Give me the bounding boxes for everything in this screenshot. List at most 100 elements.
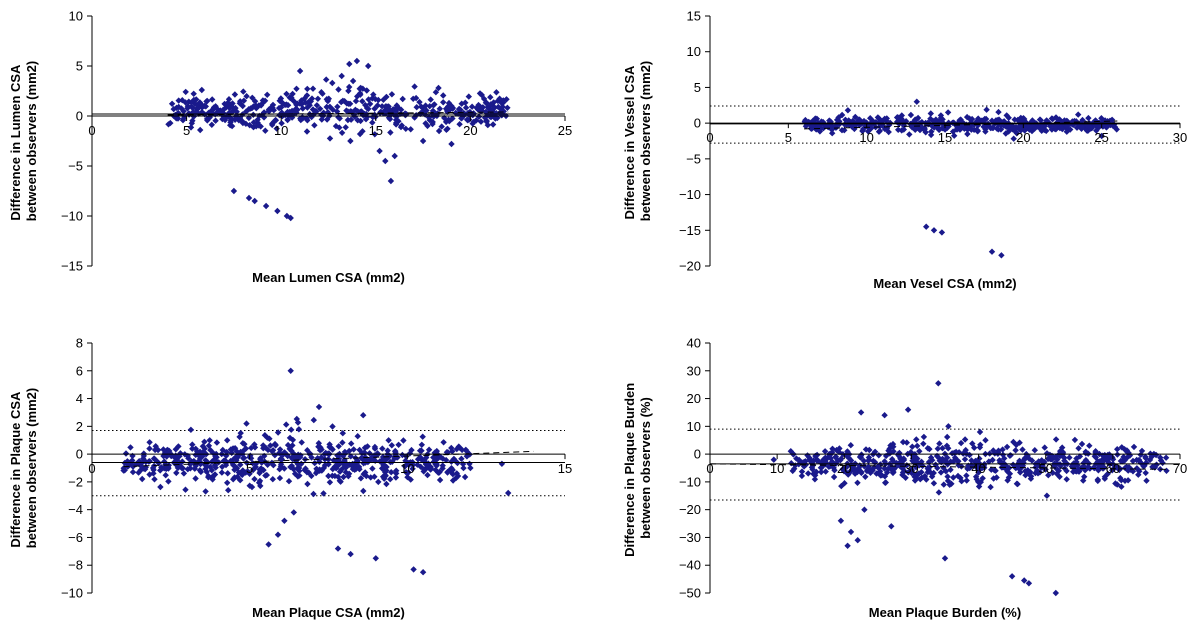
y-axis-label-line1: Difference in Vessel CSA bbox=[622, 65, 637, 220]
data-point bbox=[990, 475, 997, 482]
x-tick-label: 25 bbox=[558, 123, 572, 138]
data-point bbox=[202, 488, 209, 495]
data-point bbox=[1063, 128, 1070, 135]
data-point bbox=[903, 462, 910, 469]
data-point bbox=[436, 105, 443, 112]
data-point bbox=[340, 464, 348, 471]
data-point bbox=[1031, 447, 1038, 454]
data-point bbox=[397, 123, 405, 131]
data-point bbox=[978, 464, 986, 472]
trend-line bbox=[123, 450, 534, 468]
data-point bbox=[1022, 467, 1029, 475]
data-point bbox=[313, 108, 320, 115]
data-point bbox=[916, 448, 923, 455]
data-point bbox=[231, 462, 238, 470]
data-point bbox=[1121, 464, 1129, 472]
data-point bbox=[170, 105, 177, 113]
data-point bbox=[844, 107, 852, 114]
data-point bbox=[224, 101, 231, 109]
data-point bbox=[792, 462, 799, 469]
data-point bbox=[1052, 589, 1059, 597]
data-point bbox=[151, 476, 158, 483]
data-point bbox=[408, 446, 415, 454]
data-point bbox=[928, 473, 936, 480]
data-point bbox=[967, 124, 974, 131]
data-point bbox=[197, 460, 204, 468]
data-point bbox=[945, 445, 952, 452]
data-point bbox=[1075, 445, 1082, 452]
data-point bbox=[287, 214, 294, 222]
data-point bbox=[802, 123, 810, 130]
data-point bbox=[971, 444, 978, 451]
data-point bbox=[456, 121, 463, 128]
data-point bbox=[357, 475, 365, 482]
data-point bbox=[270, 462, 277, 469]
y-tick-label: −8 bbox=[68, 558, 83, 573]
data-point bbox=[305, 99, 313, 107]
data-point bbox=[903, 439, 910, 446]
data-point bbox=[302, 465, 309, 472]
data-point bbox=[344, 116, 352, 124]
data-point bbox=[1028, 127, 1036, 135]
data-point bbox=[277, 95, 285, 102]
data-point bbox=[283, 212, 291, 220]
data-point bbox=[338, 72, 345, 80]
data-point bbox=[129, 468, 137, 476]
data-point bbox=[313, 465, 320, 472]
data-point bbox=[274, 429, 282, 436]
data-point bbox=[493, 89, 500, 96]
data-point bbox=[152, 457, 160, 464]
data-point bbox=[443, 126, 450, 133]
data-point bbox=[813, 126, 820, 133]
data-point bbox=[387, 177, 395, 185]
data-point bbox=[468, 103, 476, 110]
data-point bbox=[932, 116, 940, 123]
data-point bbox=[301, 95, 308, 102]
data-point bbox=[346, 100, 354, 107]
data-point bbox=[476, 106, 483, 114]
data-point bbox=[927, 454, 935, 461]
y-tick-label: −2 bbox=[68, 474, 83, 489]
data-point bbox=[229, 100, 236, 107]
data-point bbox=[311, 122, 318, 129]
data-point bbox=[1041, 444, 1048, 451]
y-tick-label: −30 bbox=[679, 530, 701, 545]
data-point bbox=[963, 472, 970, 479]
data-point bbox=[293, 101, 300, 108]
data-point bbox=[875, 452, 882, 459]
y-tick-label: 0 bbox=[76, 447, 83, 462]
data-point bbox=[1142, 453, 1149, 460]
data-point bbox=[981, 115, 988, 123]
x-tick-label: 10 bbox=[400, 461, 414, 476]
data-point bbox=[429, 118, 436, 126]
data-point bbox=[146, 439, 153, 446]
data-point bbox=[458, 455, 465, 462]
data-point bbox=[820, 457, 827, 464]
data-point bbox=[246, 482, 253, 489]
data-point bbox=[836, 118, 843, 125]
data-point bbox=[1038, 121, 1045, 128]
data-point bbox=[826, 117, 833, 124]
data-point bbox=[409, 461, 417, 469]
x-tick-label: 0 bbox=[706, 130, 713, 145]
data-point bbox=[1010, 438, 1017, 446]
data-point bbox=[882, 479, 889, 486]
data-point bbox=[313, 102, 321, 109]
data-point bbox=[414, 461, 421, 468]
data-point bbox=[293, 415, 300, 423]
data-point bbox=[1152, 451, 1160, 459]
data-point bbox=[829, 130, 836, 137]
data-point bbox=[806, 454, 813, 461]
data-point bbox=[852, 113, 859, 121]
data-point bbox=[329, 465, 336, 473]
data-point bbox=[311, 459, 318, 467]
data-point bbox=[1109, 454, 1116, 461]
data-point bbox=[326, 479, 334, 486]
data-point bbox=[874, 114, 882, 121]
data-point bbox=[426, 103, 433, 110]
data-point bbox=[476, 90, 484, 97]
y-tick-label: −15 bbox=[61, 259, 83, 274]
data-point bbox=[1105, 459, 1113, 466]
trend-line bbox=[167, 111, 509, 116]
data-point bbox=[839, 466, 846, 473]
